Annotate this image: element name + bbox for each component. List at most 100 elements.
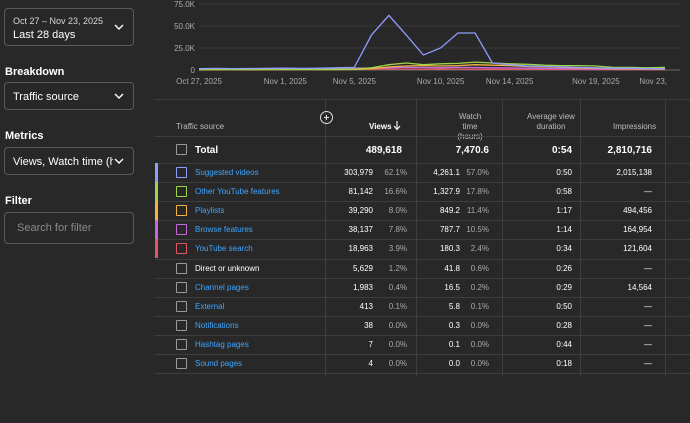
row-avg-view-duration: 0:34 [556, 244, 572, 254]
row-checkbox[interactable] [176, 205, 187, 217]
header-average-view-duration[interactable]: Average view duration [521, 112, 581, 132]
column-divider [665, 99, 666, 376]
total-checkbox[interactable] [176, 144, 187, 155]
row-watch-time-pct: 0.0% [470, 320, 489, 330]
row-divider [155, 220, 690, 222]
row-watch-time: 41.8 [444, 263, 460, 273]
row-divider [155, 182, 690, 184]
row-avg-view-duration: 0:50 [556, 301, 572, 311]
row-source-label[interactable]: Suggested videos [195, 168, 259, 177]
y-tick-label: 25.0K [174, 44, 196, 53]
x-tick-label: Nov 14, 2025 [486, 77, 534, 86]
row-watch-time: 0.3 [448, 320, 460, 330]
table-row: Suggested videos 303,979 62.1% 4,261.1 57.0%… [155, 163, 690, 182]
row-impressions: — [644, 320, 652, 330]
chart-svg: 0 25.0K 50.0K 75.0K Oct 27, 2025 Nov 1, 2025 N… [174, 0, 680, 86]
row-checkbox[interactable] [176, 281, 187, 293]
series-color-stripe [155, 316, 158, 335]
header-divider [155, 136, 690, 137]
traffic-source-table: Traffic source Views Watch time (hours) … [155, 99, 690, 376]
row-checkbox[interactable] [176, 186, 187, 198]
row-impressions: — [644, 187, 652, 197]
row-views-pct: 0.1% [388, 301, 407, 311]
row-checkbox[interactable] [176, 167, 187, 178]
table-row: Other YouTube features 81,142 16.6% 1,327.9… [155, 182, 690, 202]
total-divider [155, 163, 690, 164]
row-watch-time: 16.5 [444, 282, 460, 292]
row-avg-view-duration: 0:44 [556, 339, 572, 349]
row-divider [155, 277, 690, 279]
row-impressions: 14,564 [627, 282, 652, 292]
row-avg-view-duration: 0:28 [556, 320, 572, 330]
row-views-pct: 7.8% [388, 225, 407, 235]
row-avg-view-duration: 1:14 [556, 225, 572, 235]
row-watch-time-pct: 0.6% [470, 263, 489, 273]
row-source-label[interactable]: Notifications [195, 320, 239, 330]
total-avg-view-duration: 0:54 [551, 145, 572, 156]
row-views: 18,963 [348, 244, 373, 254]
row-source-label[interactable]: Playlists [195, 206, 225, 216]
row-watch-time-pct: 57.0% [466, 168, 489, 177]
row-source-label[interactable]: Hashtag pages [195, 339, 249, 349]
row-impressions: — [644, 301, 652, 311]
table-top-divider [155, 99, 690, 100]
header-views[interactable]: Views [369, 122, 392, 131]
row-impressions: — [644, 263, 652, 273]
header-avd-line1: Average view [527, 112, 575, 121]
date-range-dropdown[interactable]: Oct 27 – Nov 23, 2025 Last 28 days [4, 8, 134, 46]
date-range-label: Last 28 days [13, 29, 76, 41]
row-watch-time: 0.0 [448, 359, 460, 368]
table-row: Sound pages 4 0.0% 0.0 0.0% 0:18 — [155, 354, 690, 373]
series-color-stripe [155, 220, 158, 240]
row-divider [155, 296, 690, 298]
row-impressions: — [644, 339, 652, 349]
metrics-title: Metrics [5, 130, 44, 142]
row-checkbox[interactable] [176, 338, 187, 350]
header-impressions[interactable]: Impressions [613, 122, 657, 131]
row-checkbox[interactable] [176, 319, 187, 331]
row-views: 81,142 [348, 187, 373, 197]
row-impressions: 494,456 [623, 206, 652, 216]
row-watch-time-pct: 0.1% [470, 301, 489, 311]
row-source-label[interactable]: Other YouTube features [195, 187, 280, 197]
row-divider [155, 334, 690, 336]
row-checkbox[interactable] [176, 224, 187, 236]
filter-title: Filter [5, 195, 32, 207]
series-line-0[interactable] [198, 14, 665, 70]
row-source-label[interactable]: External [195, 301, 225, 311]
series-line-1[interactable] [198, 61, 666, 71]
row-impressions: — [644, 359, 652, 368]
column-divider [416, 99, 417, 376]
breakdown-dropdown[interactable]: Traffic source [4, 82, 134, 110]
series-color-stripe [155, 354, 158, 373]
total-row: Total 489,618 7,470.6 0:54 2,810,716 [155, 137, 690, 163]
series-color-stripe [155, 182, 158, 202]
header-traffic-source[interactable]: Traffic source [176, 122, 225, 131]
filter-search-input[interactable] [4, 212, 134, 244]
row-checkbox[interactable] [176, 262, 187, 274]
row-divider [155, 373, 690, 375]
row-watch-time: 5.8 [448, 301, 460, 311]
row-source-label[interactable]: Channel pages [195, 282, 249, 292]
row-views: 38 [364, 320, 373, 330]
column-divider [580, 99, 581, 376]
total-views: 489,618 [365, 145, 402, 156]
y-tick-label: 50.0K [174, 22, 196, 31]
row-divider [155, 201, 690, 203]
row-checkbox[interactable] [176, 358, 187, 369]
row-checkbox[interactable] [176, 243, 187, 255]
sort-down-icon[interactable] [393, 121, 401, 131]
row-impressions: 121,604 [623, 244, 652, 254]
metrics-dropdown[interactable]: Views, Watch time (hours) [4, 147, 134, 175]
row-source-label[interactable]: Browse features [195, 225, 253, 235]
row-avg-view-duration: 0:18 [556, 359, 572, 368]
row-watch-time-pct: 11.4% [466, 206, 489, 216]
row-checkbox[interactable] [176, 300, 187, 312]
table-row: YouTube search 18,963 3.9% 180.3 2.4% 0:34 121… [155, 239, 690, 259]
x-tick-label: Nov 5, 2025 [333, 77, 377, 86]
row-source-label[interactable]: Sound pages [195, 359, 243, 368]
x-tick-label: Nov 23, [639, 77, 667, 86]
add-column-button[interactable] [320, 111, 333, 124]
row-source-label[interactable]: YouTube search [195, 244, 253, 254]
date-range-dates: Oct 27 – Nov 23, 2025 [13, 16, 104, 26]
